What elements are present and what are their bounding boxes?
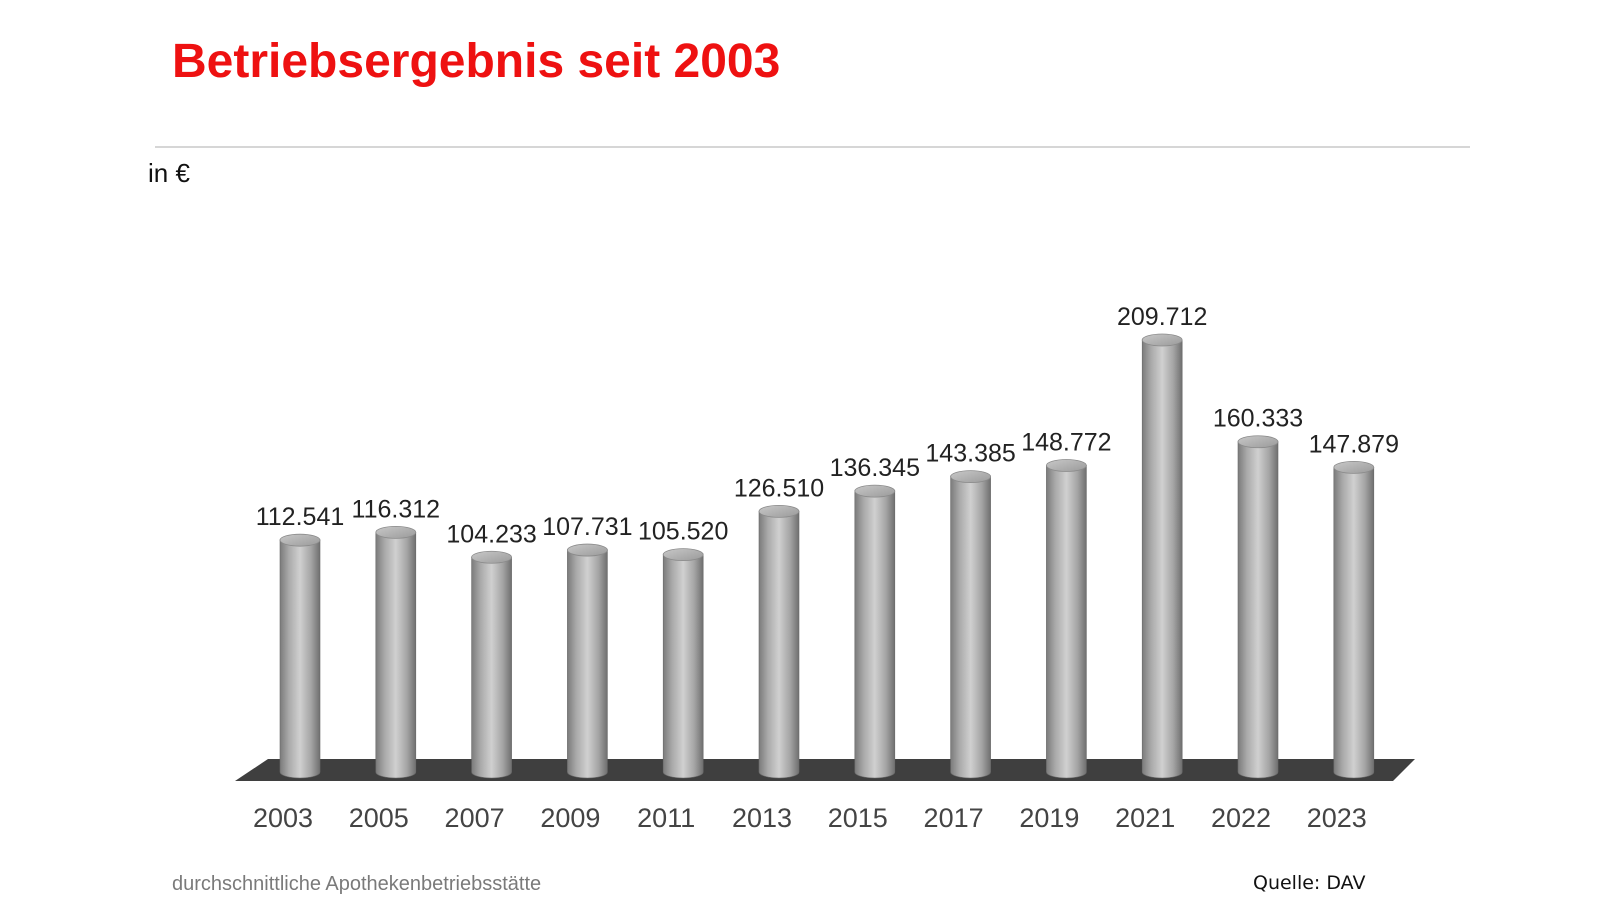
x-tick-label-2022: 2022 — [1211, 803, 1271, 833]
x-tick-labels-group: 2003 2005 2007 2009 2011 2013 2015 2017 2019 2021… — [253, 803, 1367, 833]
bar-2007 — [471, 550, 513, 779]
source-label: Quelle: DAV — [1253, 872, 1366, 894]
value-label-2011: 105.520 — [638, 518, 728, 546]
chart-title: Betriebsergebnis seit 2003 — [172, 35, 781, 88]
bar-2023 — [1333, 460, 1375, 779]
bar-2003 — [279, 533, 321, 779]
value-label-2003: 112.541 — [256, 503, 345, 531]
x-tick-label-2013: 2013 — [732, 803, 792, 833]
bar-2017 — [950, 470, 991, 779]
value-label-2021: 209.712 — [1117, 303, 1207, 331]
x-tick-label-2011: 2011 — [637, 803, 695, 833]
value-label-2019: 148.772 — [1021, 429, 1111, 457]
bar-2022 — [1237, 435, 1279, 779]
bar-2009 — [567, 543, 608, 779]
value-label-2022: 160.333 — [1213, 405, 1303, 433]
x-tick-label-2007: 2007 — [445, 803, 505, 833]
x-tick-label-2003: 2003 — [253, 803, 313, 833]
value-label-2013: 126.510 — [734, 474, 824, 502]
x-tick-label-2021: 2021 — [1115, 803, 1175, 833]
bar-2005 — [375, 526, 417, 779]
value-label-2015: 136.345 — [830, 454, 920, 482]
unit-label: in € — [148, 158, 190, 188]
value-label-2023: 147.879 — [1309, 430, 1399, 458]
value-label-2009: 107.731 — [542, 513, 632, 541]
bar-2013 — [758, 504, 800, 779]
bar-2011 — [662, 548, 704, 779]
bar-2019 — [1046, 459, 1087, 779]
value-label-2017: 143.385 — [925, 440, 1015, 468]
x-tick-label-2009: 2009 — [540, 803, 600, 833]
chart-floor — [235, 759, 1415, 781]
title-divider — [155, 146, 1470, 148]
x-tick-label-2015: 2015 — [828, 803, 888, 833]
x-tick-label-2019: 2019 — [1019, 803, 1079, 833]
x-tick-label-2023: 2023 — [1307, 803, 1367, 833]
value-label-2005: 116.312 — [352, 495, 441, 523]
bar-2021 — [1141, 333, 1183, 779]
footnote: durchschnittliche Apothekenbetriebsstätt… — [172, 873, 542, 895]
bar-2015 — [854, 484, 896, 779]
x-tick-label-2017: 2017 — [924, 803, 984, 833]
bars-group — [279, 333, 1375, 779]
value-label-2007: 104.233 — [446, 520, 536, 548]
x-tick-label-2005: 2005 — [349, 803, 409, 833]
